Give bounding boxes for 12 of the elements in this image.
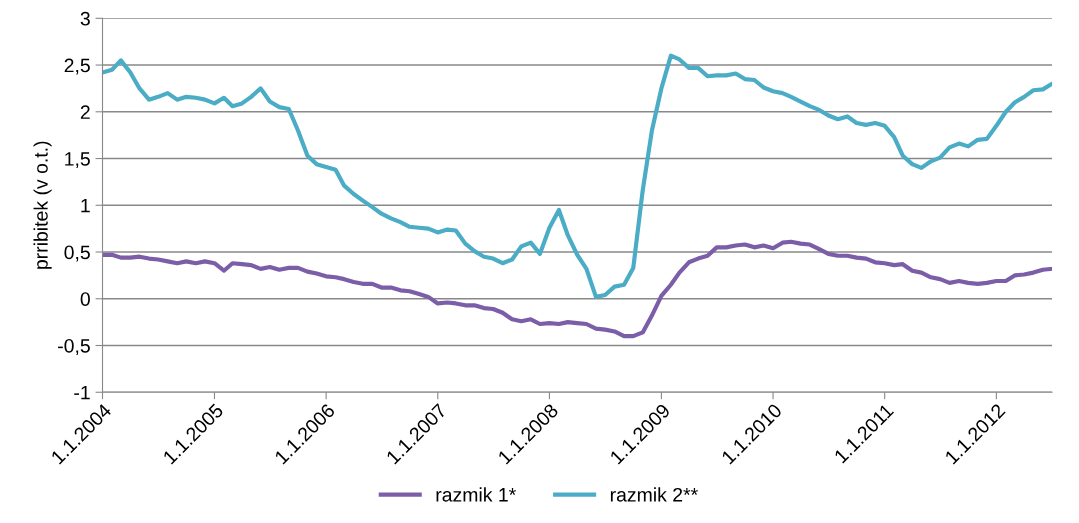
legend-label: razmik 1* <box>436 487 516 502</box>
y-tick-label: 1,5 <box>65 152 90 169</box>
y-tick-label: -0,5 <box>58 338 90 356</box>
legend-label: razmik 2** <box>610 487 698 502</box>
y-tick-label: 3 <box>80 11 90 26</box>
y-tick-label: 0,5 <box>64 245 90 262</box>
y-tick-label: 1 <box>81 198 90 213</box>
y-axis-title: prribitek (v o.t.) <box>33 141 52 269</box>
y-tick-label: -1 <box>74 385 90 400</box>
y-tick-label: 0 <box>80 292 90 306</box>
y-tick-label: 2 <box>80 105 90 119</box>
y-tick-label: 2,5 <box>64 58 90 75</box>
